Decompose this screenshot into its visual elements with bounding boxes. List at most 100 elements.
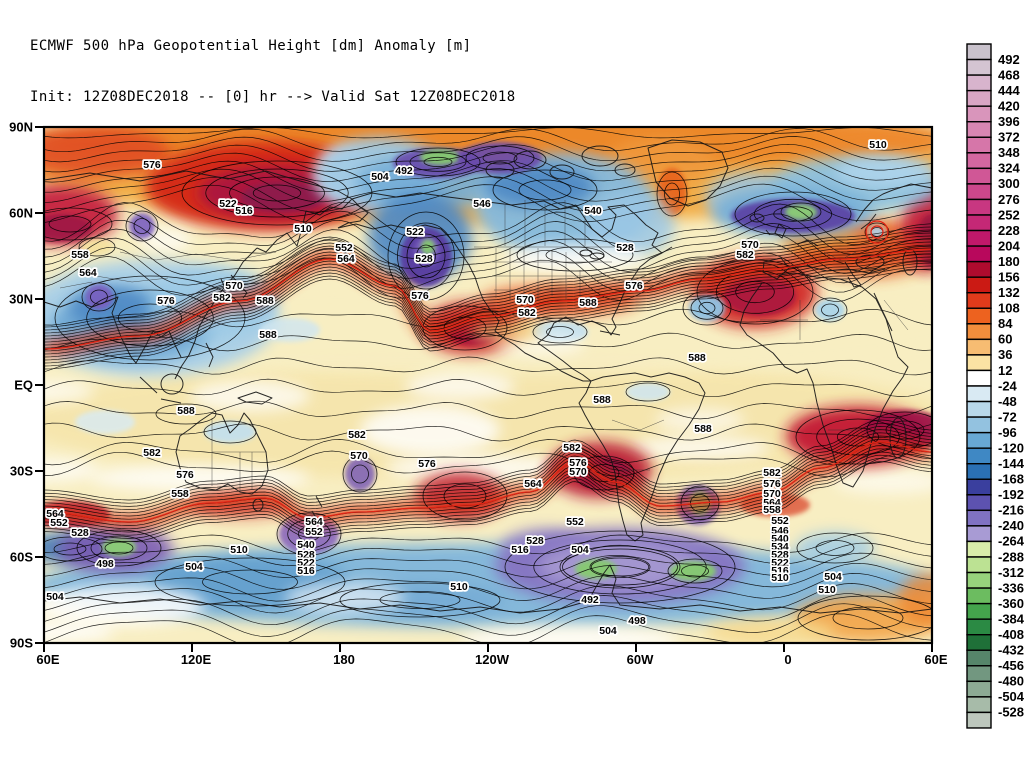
contour-label: 540 [584,205,602,217]
colorbar-box [966,618,992,636]
anomaly-blob [360,405,500,455]
contour-label: 552 [50,517,68,529]
contour-label: 564 [305,516,323,528]
colorbar-box [966,338,992,356]
contour-label: 564 [46,508,64,520]
contour-label: 528 [71,527,89,539]
contour-label: 564 [79,267,97,279]
contour-label: 564 [337,253,355,265]
colorbar-label: -528 [998,705,1024,720]
contour-label: 552 [335,242,353,254]
contour-label: 570 [516,294,534,306]
contour-label: 522 [406,226,424,238]
contour-label: 498 [96,558,114,570]
anomaly-blob [102,538,136,556]
contour-label: 576 [157,295,175,307]
lat-tick-label: EQ [14,378,33,393]
colorbar-box [966,680,992,698]
colorbar-label: -432 [998,643,1024,658]
contour-label: 528 [297,549,315,561]
colorbar-label: 468 [998,67,1020,82]
contour-label: 588 [259,329,277,341]
colorbar-label: 156 [998,269,1020,284]
contour-label: 552 [305,526,323,538]
contour-label: 558 [171,488,189,500]
colorbar-box [966,354,992,372]
colorbar-box [966,74,992,92]
colorbar-box [966,276,992,294]
contour-label: 510 [294,223,312,235]
colorbar-label: -408 [998,627,1024,642]
lon-tick-label: 0 [784,652,791,667]
colorbar-box [966,89,992,107]
contour-label: 588 [579,297,597,309]
contour-label: 558 [71,249,89,261]
contour-label: 576 [569,457,587,469]
anomaly-blob [898,574,931,626]
colorbar-box [966,602,992,620]
contour-label: 564 [763,497,781,509]
map-field [45,128,931,642]
highlight-contour-red [45,220,931,523]
contour-label: 588 [177,405,195,417]
contour-label: 576 [418,458,436,470]
contour-label: 588 [593,394,611,406]
contour-label: 492 [395,165,413,177]
contour-label: 546 [473,198,491,210]
lat-tick-label: 30S [10,464,33,479]
lon-tick-label: 180 [333,652,355,667]
lon-tick-label: 60W [627,652,654,667]
anomaly-blob [129,213,155,239]
anomaly-blob [815,299,845,321]
colorbar-box [966,571,992,589]
contour-label: 510 [230,544,248,556]
colorbar-box [966,229,992,247]
colorbar-label: -48 [998,394,1017,409]
anomaly-blob [795,532,875,564]
contour-label: 504 [571,544,589,556]
colorbar-box [966,665,992,683]
anomaly-blob [385,454,575,482]
contour-label: 552 [566,516,584,528]
lon-tick-label: 60E [924,652,947,667]
anomaly-blob [575,559,617,579]
colorbar-label: -288 [998,549,1024,564]
contour-label: 582 [518,307,536,319]
colorbar-label: -120 [998,440,1024,455]
colorbar-label: 372 [998,130,1020,145]
lat-tick-label: 90N [9,120,33,135]
anomaly-blob [85,284,113,310]
colorbar-label: -360 [998,596,1024,611]
contour-label: 516 [771,565,789,577]
contour-label: 576 [763,478,781,490]
colorbar-box [966,198,992,216]
colorbar-label: 180 [998,254,1020,269]
colorbar-box [966,416,992,434]
colorbar-box [966,121,992,138]
contour-label: 564 [524,478,542,490]
colorbar-label: 60 [998,332,1012,347]
contour-label: 528 [771,549,789,561]
contour-label: 570 [225,280,243,292]
lon-tick-label: 120E [181,652,212,667]
contour-label: 516 [297,565,315,577]
colorbar-box [966,214,992,232]
chart-title-line1: ECMWF 500 hPa Geopotential Height [dm] A… [30,38,472,54]
colorbar-box [966,369,992,387]
colorbar-label: -192 [998,487,1024,502]
colorbar-label: -456 [998,658,1024,673]
lat-tick-label: 60N [9,206,33,221]
contour-label: 576 [411,290,429,302]
colorbar-label: -240 [998,518,1024,533]
contour-label: 516 [511,544,529,556]
colorbar-box [966,556,992,574]
contour-label: 570 [569,466,587,478]
colorbar-label: 396 [998,114,1020,129]
anomaly-blob [45,214,92,242]
colorbar-label: -336 [998,580,1024,595]
anomaly-blob [630,436,770,460]
lat-tick-label: 90S [10,636,33,651]
colorbar-label: -384 [998,611,1024,626]
